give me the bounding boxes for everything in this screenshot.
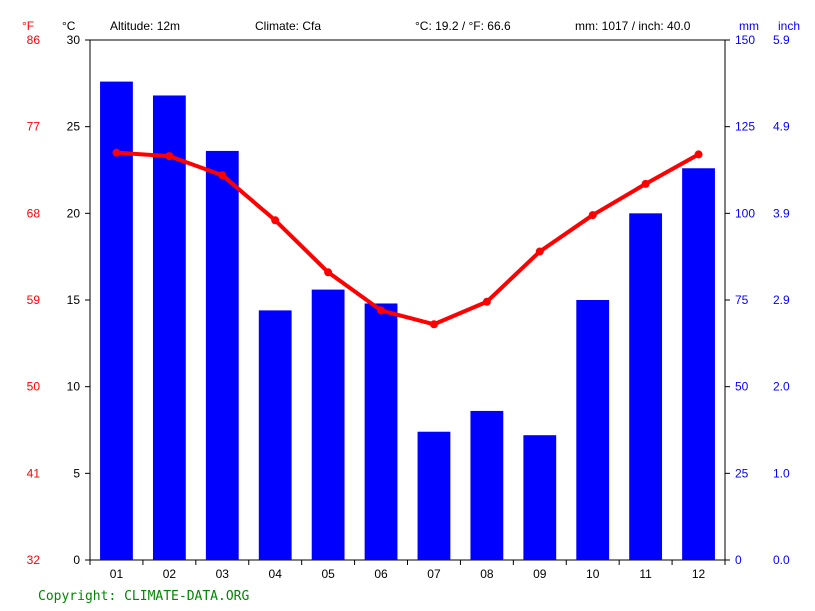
- axis-header-mm: mm: [739, 19, 759, 33]
- ylabel-mm: 25: [735, 466, 749, 480]
- precip-bar: [576, 300, 609, 560]
- ylabel-c: 15: [67, 293, 81, 307]
- xlabel: 08: [480, 567, 494, 581]
- ylabel-inch: 2.0: [773, 380, 790, 394]
- xlabel: 03: [216, 567, 230, 581]
- ylabel-f: 41: [27, 466, 41, 480]
- precip-bar: [629, 213, 662, 560]
- temperature-marker: [218, 171, 226, 179]
- temperature-marker: [483, 298, 491, 306]
- temperature-marker: [324, 268, 332, 276]
- axis-header-f: °F: [22, 19, 34, 33]
- temperature-marker: [642, 180, 650, 188]
- ylabel-c: 30: [67, 33, 81, 47]
- temperature-marker: [536, 247, 544, 255]
- precip-bar: [206, 151, 239, 560]
- ylabel-inch: 5.9: [773, 33, 790, 47]
- xlabel: 02: [163, 567, 177, 581]
- ylabel-f: 32: [27, 553, 41, 567]
- temperature-marker: [112, 149, 120, 157]
- ylabel-inch: 0.0: [773, 553, 790, 567]
- temperature-marker: [165, 152, 173, 160]
- climate-chart: °F °C mm inch Altitude: 12m Climate: Cfa °C: 1…: [0, 0, 815, 611]
- ylabel-c: 20: [67, 206, 81, 220]
- precip-bar: [153, 95, 186, 560]
- temperature-marker: [695, 150, 703, 158]
- precip-bar: [259, 310, 292, 560]
- ylabel-f: 68: [27, 206, 41, 220]
- temperature-marker: [430, 320, 438, 328]
- xlabel: 11: [639, 567, 652, 581]
- ylabel-f: 50: [27, 380, 41, 394]
- temperature-marker: [589, 211, 597, 219]
- xlabel: 01: [110, 567, 124, 581]
- precip-bar: [470, 411, 503, 560]
- header-precip: mm: 1017 / inch: 40.0: [575, 19, 691, 33]
- ylabel-c: 10: [67, 380, 81, 394]
- chart-svg: °F °C mm inch Altitude: 12m Climate: Cfa °C: 1…: [0, 0, 815, 611]
- ylabel-mm: 50: [735, 380, 749, 394]
- ylabel-mm: 75: [735, 293, 749, 307]
- header-altitude: Altitude: 12m: [110, 19, 180, 33]
- xlabel: 07: [427, 567, 441, 581]
- precip-bar: [682, 168, 715, 560]
- ylabel-mm: 0: [735, 553, 742, 567]
- header-temp: °C: 19.2 / °F: 66.6: [415, 19, 511, 33]
- precip-bar: [418, 432, 451, 560]
- temperature-marker: [271, 216, 279, 224]
- axis-header-c: °C: [62, 19, 76, 33]
- ylabel-mm: 100: [735, 206, 755, 220]
- ylabel-mm: 150: [735, 33, 755, 47]
- precip-bar: [312, 290, 345, 560]
- xlabel: 10: [586, 567, 600, 581]
- temperature-marker: [377, 306, 385, 314]
- precip-bar: [523, 435, 556, 560]
- precip-bar: [365, 303, 398, 560]
- header-climate: Climate: Cfa: [255, 19, 321, 33]
- xlabel: 05: [321, 567, 335, 581]
- axis-header-inch: inch: [778, 19, 800, 33]
- ylabel-inch: 2.9: [773, 293, 790, 307]
- ylabel-f: 86: [27, 33, 41, 47]
- ylabel-mm: 125: [735, 120, 755, 134]
- ylabel-c: 25: [67, 120, 81, 134]
- ylabel-c: 5: [73, 466, 80, 480]
- ylabel-inch: 4.9: [773, 120, 790, 134]
- copyright-text: Copyright: CLIMATE-DATA.ORG: [38, 589, 249, 604]
- xlabel: 06: [374, 567, 388, 581]
- ylabel-inch: 1.0: [773, 466, 790, 480]
- xlabel: 09: [533, 567, 547, 581]
- ylabel-c: 0: [73, 553, 80, 567]
- xlabel: 04: [269, 567, 283, 581]
- ylabel-f: 59: [27, 293, 41, 307]
- ylabel-inch: 3.9: [773, 206, 790, 220]
- xlabel: 12: [692, 567, 706, 581]
- ylabel-f: 77: [27, 120, 41, 134]
- temperature-line: [116, 153, 698, 325]
